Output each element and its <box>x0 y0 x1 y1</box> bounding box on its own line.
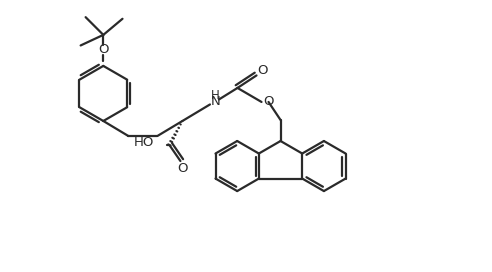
Text: N: N <box>211 95 220 108</box>
Text: H: H <box>211 89 220 103</box>
Text: O: O <box>263 95 274 109</box>
Text: HO: HO <box>134 136 154 149</box>
Text: O: O <box>178 162 188 175</box>
Text: O: O <box>257 64 268 78</box>
Text: O: O <box>98 44 109 56</box>
